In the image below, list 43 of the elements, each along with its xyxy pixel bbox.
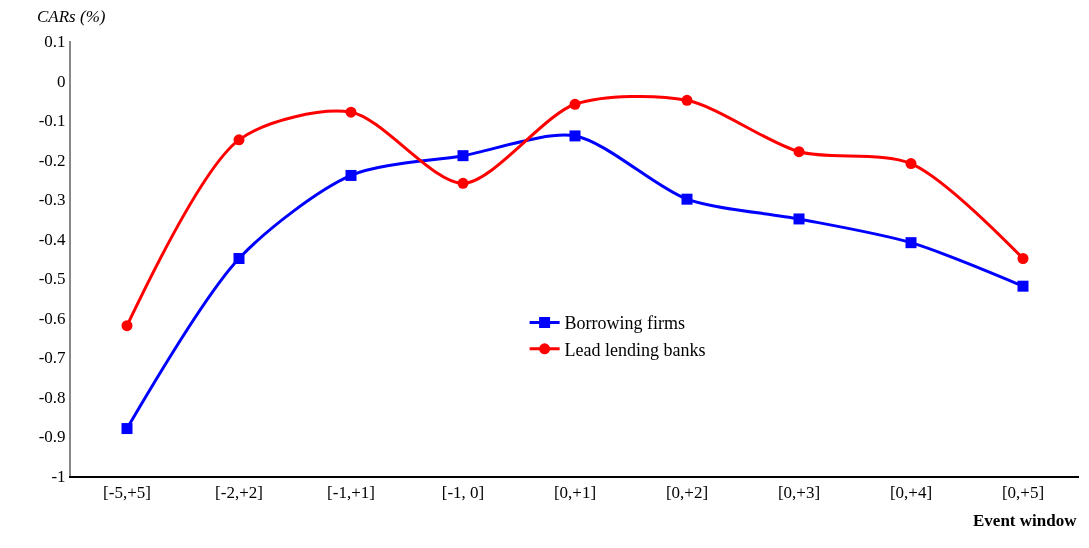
point	[569, 130, 581, 142]
x-tick-label: [0,+2]	[665, 483, 709, 503]
point	[233, 134, 245, 146]
point	[1017, 280, 1029, 292]
point	[905, 237, 917, 249]
x-tick-label: [0,+5]	[1001, 483, 1045, 503]
point	[457, 177, 469, 189]
point	[345, 169, 357, 181]
point	[345, 106, 357, 118]
y-tick-label: -0.5	[38, 269, 66, 289]
x-axis-title: Event window	[973, 511, 1078, 530]
point	[569, 98, 581, 110]
y-tick-label: 0.1	[44, 31, 66, 51]
y-tick-label: -0.7	[38, 348, 67, 368]
y-tick-label: -0.1	[38, 111, 66, 131]
point	[233, 253, 245, 264]
point	[681, 193, 693, 205]
y-tick-label: -0.4	[38, 229, 67, 249]
x-tick-label: [-1,+1]	[327, 483, 375, 503]
y-tick-label: 0	[57, 71, 66, 91]
y-tick-label: -0.3	[38, 190, 66, 210]
y-tick-label: -0.2	[38, 150, 66, 170]
point	[457, 150, 469, 162]
point	[1017, 253, 1029, 264]
point	[121, 423, 133, 435]
y-tick-label: -0.6	[38, 308, 66, 328]
point	[793, 213, 805, 225]
y-tick-label: -0.9	[38, 427, 66, 447]
legend-label: Lead lending banks	[564, 339, 706, 360]
point	[793, 146, 805, 158]
y-axis-title: CARs (%)	[37, 7, 106, 26]
y-tick-label: -1	[51, 466, 66, 486]
point	[905, 158, 917, 170]
x-tick-label: [-2,+2]	[215, 483, 263, 503]
legend-label: Borrowing firms	[564, 313, 686, 334]
x-tick-label: [-1, 0]	[441, 483, 485, 503]
point	[121, 320, 133, 332]
x-tick-label: [0,+3]	[777, 483, 821, 503]
y-tick-label: -0.8	[38, 387, 66, 407]
x-tick-label: [0,+4]	[889, 483, 933, 503]
point	[681, 94, 693, 106]
x-tick-label: [0,+1]	[553, 483, 597, 503]
x-tick-label: [-5,+5]	[103, 483, 151, 503]
